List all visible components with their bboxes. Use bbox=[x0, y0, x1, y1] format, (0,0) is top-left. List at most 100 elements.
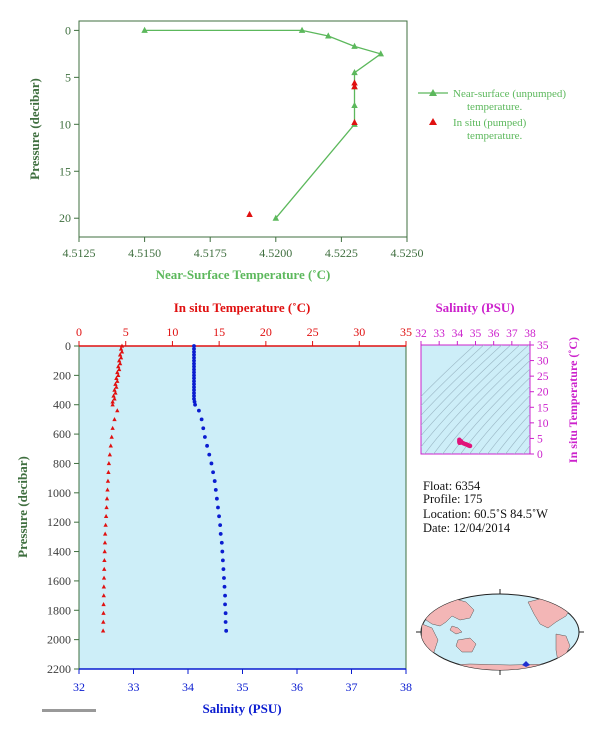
near-surface-plot-frame bbox=[78, 20, 408, 238]
salinity-point bbox=[221, 567, 226, 572]
salinity-point bbox=[192, 349, 196, 354]
salinity-point bbox=[224, 628, 229, 633]
salinity-point bbox=[192, 385, 196, 390]
profile-salinity-tick-label: 32 bbox=[73, 680, 85, 694]
salinity-point bbox=[205, 443, 209, 448]
profile-temp-tick-label: 15 bbox=[213, 325, 225, 339]
near-surface-point bbox=[298, 26, 306, 33]
profile-salinity-tick-label: 38 bbox=[400, 680, 412, 694]
salinity-point bbox=[216, 505, 220, 510]
profile-temp-tick-label: 20 bbox=[260, 325, 272, 339]
ts-density-contour bbox=[496, 413, 530, 454]
salinity-point bbox=[211, 470, 215, 475]
legend-marker-in-situ bbox=[429, 118, 437, 125]
ts-salinity-tick-label: 32 bbox=[415, 328, 427, 340]
ts-density-contour bbox=[451, 368, 530, 454]
salinity-point bbox=[223, 602, 227, 607]
ts-density-contour bbox=[469, 385, 530, 454]
profile-salinity-tick-label: 36 bbox=[291, 680, 303, 694]
float-info: Float: 6354 Profile: 175 Location: 60.5˚… bbox=[423, 479, 548, 535]
salinity-point bbox=[220, 549, 225, 554]
ts-point bbox=[467, 443, 473, 449]
temperature-point bbox=[115, 370, 120, 375]
salinity-point bbox=[192, 352, 196, 357]
ts-diagram: 32 33 34 35 36 37 38 0 5 10 15 20 25 30 35 Salinity (P… bbox=[415, 300, 580, 463]
salinity-point bbox=[201, 426, 206, 431]
legend-label-in-situ-2: temperature. bbox=[467, 130, 523, 142]
in-situ-point bbox=[351, 83, 358, 90]
temperature-point bbox=[117, 361, 123, 366]
temperature-point bbox=[110, 425, 115, 430]
near-surface-point bbox=[377, 50, 384, 57]
ts-density-contour bbox=[505, 423, 530, 454]
near-surface-point bbox=[351, 101, 358, 109]
salinity-point bbox=[192, 367, 196, 372]
ts-temp-tick-label: 5 bbox=[537, 433, 543, 445]
temperature-point bbox=[110, 399, 115, 404]
temperature-point bbox=[115, 408, 120, 413]
near-surface-x-axis-label: Near-Surface Temperature (˚C) bbox=[156, 267, 331, 282]
profile-y-tick-label: 800 bbox=[53, 456, 71, 470]
in-situ-point bbox=[351, 79, 358, 86]
profile-y-tick-label: 1800 bbox=[47, 603, 71, 617]
near-surface-point bbox=[351, 42, 358, 49]
profile-salinity-tick-label: 37 bbox=[346, 680, 358, 694]
ts-density-contour bbox=[478, 394, 530, 454]
salinity-point bbox=[192, 379, 196, 384]
temperature-point bbox=[106, 469, 111, 474]
ts-temp-tick-label: 10 bbox=[537, 418, 549, 430]
profile-temp-tick-label: 5 bbox=[123, 325, 129, 339]
salinity-point bbox=[207, 452, 212, 457]
in-situ-point bbox=[351, 118, 358, 125]
salinity-point bbox=[193, 402, 197, 407]
salinity-point bbox=[192, 355, 196, 360]
temperature-point bbox=[113, 390, 118, 395]
temperature-point bbox=[117, 352, 123, 357]
salinity-point bbox=[192, 391, 196, 395]
salinity-point bbox=[197, 408, 201, 413]
near-surface-chart: 4.5125 4.5150 4.5175 4.5200 4.5225 4.5250 0 5 10… bbox=[27, 20, 566, 282]
temperature-point bbox=[118, 346, 124, 351]
ts-ticks: 32 33 34 35 36 37 38 0 5 10 15 20 25 30 35 bbox=[415, 328, 549, 461]
temperature-point bbox=[100, 628, 106, 633]
near-surface-x-tick-label: 4.5225 bbox=[325, 246, 358, 260]
ts-temp-tick-label: 25 bbox=[537, 371, 549, 383]
temperature-point bbox=[101, 575, 107, 580]
temperature-point bbox=[106, 461, 112, 466]
ts-density-contours bbox=[421, 345, 530, 454]
near-surface-x-tick-label: 4.5125 bbox=[63, 246, 96, 260]
salinity-point bbox=[223, 593, 227, 598]
profile-temp-tick-label: 0 bbox=[76, 325, 82, 339]
profile-salinity-tick-label: 35 bbox=[237, 680, 249, 694]
legend-label-near-surface-2: temperature. bbox=[467, 101, 523, 113]
ts-salinity-tick-label: 37 bbox=[506, 328, 518, 340]
temperature-point bbox=[105, 478, 111, 483]
temperature-point bbox=[114, 375, 119, 380]
float-number: Float: 6354 bbox=[423, 479, 481, 493]
ts-salinity-tick-label: 34 bbox=[452, 328, 464, 340]
ts-density-contour bbox=[442, 360, 530, 454]
near-surface-series-line bbox=[144, 29, 383, 219]
salinity-point bbox=[218, 523, 223, 528]
near-surface-point bbox=[325, 32, 332, 39]
profile-y-tick-label: 2000 bbox=[47, 633, 71, 647]
profile-plot-background bbox=[78, 345, 407, 670]
temperature-point bbox=[101, 619, 106, 624]
world-map bbox=[416, 589, 584, 675]
salinity-point bbox=[192, 376, 196, 381]
profile-y-tick-label: 1400 bbox=[47, 545, 71, 559]
profile-y-tick-label: 1000 bbox=[47, 486, 71, 500]
temperature-point bbox=[112, 387, 117, 392]
map-land bbox=[421, 595, 579, 670]
temperature-point bbox=[116, 372, 121, 378]
temperature-point bbox=[117, 358, 122, 363]
salinity-point bbox=[192, 396, 196, 401]
ts-density-contour bbox=[424, 345, 530, 454]
salinity-point bbox=[217, 514, 221, 519]
salinity-point bbox=[192, 388, 196, 392]
in-situ-point bbox=[246, 210, 253, 217]
salinity-point bbox=[199, 417, 204, 422]
temperature-point bbox=[111, 393, 116, 398]
profile-y-tick-label: 1600 bbox=[47, 574, 71, 588]
near-surface-x-tick-label: 4.5150 bbox=[128, 246, 161, 260]
